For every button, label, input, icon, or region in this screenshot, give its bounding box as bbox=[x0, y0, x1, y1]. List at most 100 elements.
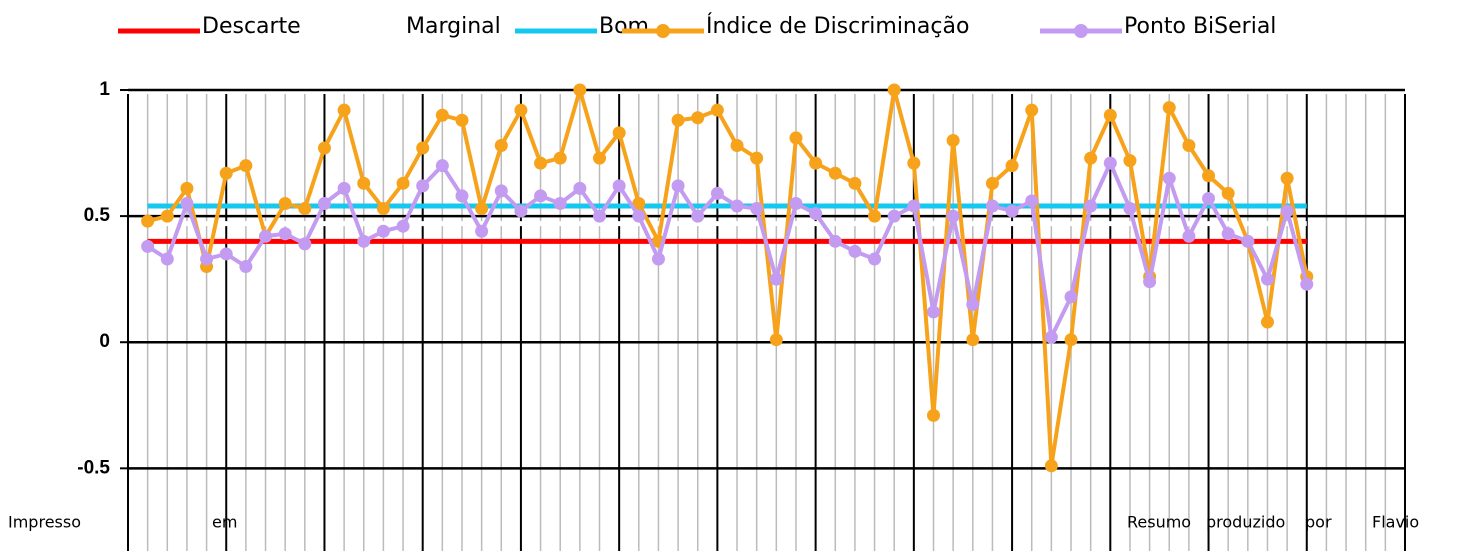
point bbox=[1123, 154, 1137, 168]
point bbox=[750, 202, 764, 216]
legend-label: Descarte bbox=[202, 14, 301, 39]
point bbox=[691, 209, 705, 223]
point bbox=[141, 214, 155, 228]
point bbox=[710, 186, 724, 200]
point bbox=[769, 333, 783, 347]
point bbox=[573, 181, 587, 195]
point bbox=[809, 207, 823, 221]
point bbox=[868, 209, 882, 223]
point bbox=[317, 197, 331, 210]
point bbox=[730, 199, 744, 213]
point bbox=[868, 252, 882, 266]
point bbox=[514, 204, 528, 218]
point bbox=[1064, 290, 1078, 304]
legend-label: Índice de Discriminação bbox=[706, 13, 969, 39]
point bbox=[1005, 204, 1019, 218]
point bbox=[337, 181, 351, 195]
point bbox=[946, 209, 960, 223]
point bbox=[1084, 151, 1098, 165]
point bbox=[848, 244, 862, 258]
point bbox=[691, 111, 705, 125]
point bbox=[357, 234, 371, 248]
point bbox=[671, 113, 685, 127]
point bbox=[494, 138, 508, 152]
point bbox=[1064, 333, 1078, 347]
point bbox=[1202, 169, 1216, 183]
point bbox=[455, 189, 469, 203]
point bbox=[1202, 191, 1216, 205]
legend-label: Ponto BiSerial bbox=[1124, 14, 1276, 39]
point bbox=[1103, 156, 1117, 170]
legend-marker bbox=[1074, 24, 1088, 38]
point bbox=[1103, 108, 1117, 122]
point bbox=[416, 179, 430, 193]
point bbox=[1260, 272, 1274, 286]
footer-text: produzido bbox=[1206, 513, 1285, 532]
point bbox=[298, 237, 312, 251]
legend-marker bbox=[656, 24, 670, 38]
point bbox=[1044, 459, 1058, 473]
point bbox=[1025, 103, 1039, 117]
point bbox=[475, 224, 489, 238]
point bbox=[337, 103, 351, 117]
point bbox=[239, 159, 253, 173]
point bbox=[1123, 202, 1137, 216]
footer-text: por bbox=[1305, 513, 1332, 532]
point bbox=[1084, 199, 1098, 213]
point bbox=[1280, 204, 1294, 218]
point bbox=[809, 156, 823, 170]
point bbox=[396, 219, 410, 233]
point bbox=[887, 209, 901, 223]
point bbox=[730, 138, 744, 152]
point bbox=[278, 197, 292, 210]
point bbox=[1221, 186, 1235, 200]
point bbox=[435, 159, 449, 173]
point bbox=[926, 408, 940, 422]
point bbox=[651, 252, 665, 266]
point bbox=[317, 141, 331, 155]
point bbox=[278, 227, 292, 241]
point bbox=[1044, 330, 1058, 344]
point bbox=[789, 131, 803, 145]
point bbox=[416, 141, 430, 155]
point bbox=[1280, 171, 1294, 185]
point bbox=[455, 113, 469, 127]
point bbox=[750, 151, 764, 165]
point bbox=[435, 108, 449, 122]
point bbox=[769, 272, 783, 286]
point bbox=[298, 202, 312, 216]
point bbox=[160, 209, 174, 223]
point bbox=[376, 202, 390, 216]
point bbox=[1162, 101, 1176, 115]
y-tick-label: 1 bbox=[99, 79, 110, 100]
point bbox=[180, 197, 194, 210]
point bbox=[514, 103, 528, 117]
point bbox=[494, 184, 508, 198]
point bbox=[239, 260, 253, 274]
point bbox=[1300, 277, 1314, 291]
legend-label: Bom bbox=[599, 14, 649, 39]
point bbox=[671, 179, 685, 193]
point bbox=[593, 209, 607, 223]
point bbox=[985, 176, 999, 190]
point bbox=[180, 181, 194, 195]
y-tick-label: 0 bbox=[99, 331, 110, 352]
point bbox=[259, 229, 273, 243]
footer-text: Flavio bbox=[1372, 513, 1419, 532]
point bbox=[1241, 234, 1255, 248]
legend-label: Marginal bbox=[406, 14, 501, 39]
series-line bbox=[147, 88, 1309, 468]
point bbox=[1182, 138, 1196, 152]
point bbox=[1182, 229, 1196, 243]
point bbox=[907, 156, 921, 170]
point bbox=[396, 176, 410, 190]
point bbox=[553, 151, 567, 165]
point bbox=[534, 156, 548, 170]
footer-text: em bbox=[212, 513, 237, 532]
point bbox=[1221, 227, 1235, 241]
point bbox=[632, 197, 646, 210]
y-tick-label: 0.5 bbox=[84, 205, 111, 226]
point bbox=[160, 252, 174, 266]
point bbox=[907, 199, 921, 213]
point bbox=[1162, 171, 1176, 185]
